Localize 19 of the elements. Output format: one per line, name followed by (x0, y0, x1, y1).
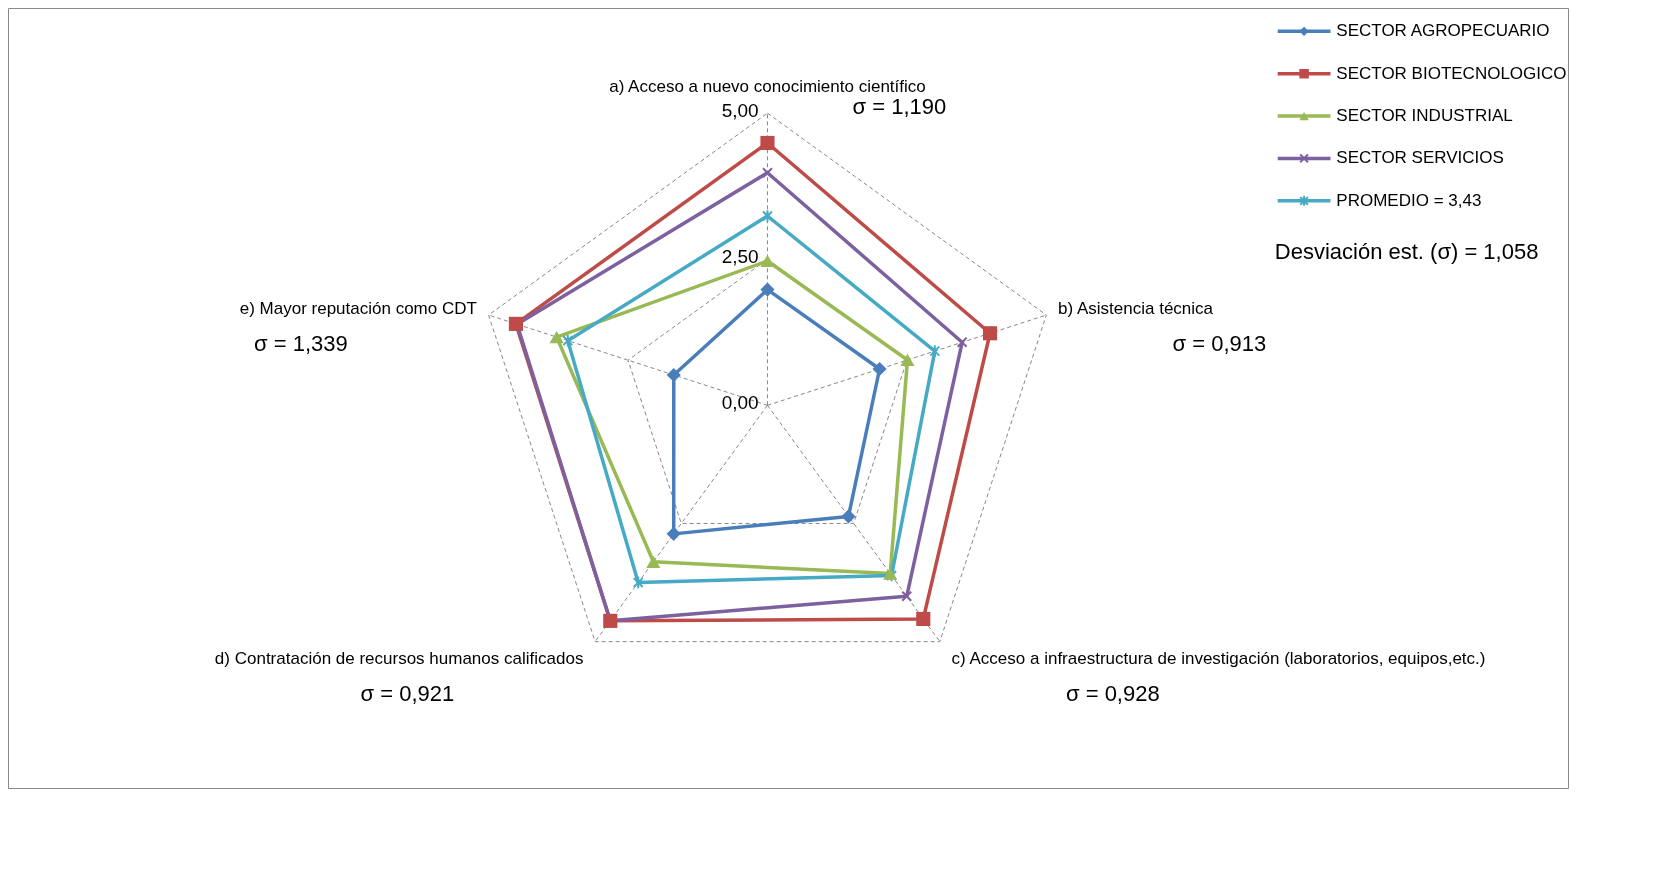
spoke-label: a) Acceso a nuevo conocimiento científico (609, 76, 926, 96)
legend-label: SECTOR AGROPECUARIO (1336, 21, 1550, 41)
legend-label: SECTOR INDUSTRIAL (1336, 106, 1513, 126)
spoke-label: c) Acceso a infraestructura de investigación (laboratorios, equipos,etc.) (951, 649, 1486, 669)
text: Desviación est. (σ) = 1,058 (1274, 238, 1539, 264)
spoke-label: d) Contratación de recursos humanos calificados (214, 649, 584, 669)
y-tick-label: 5,00 (721, 100, 759, 122)
legend-label: SECTOR BIOTECNOLOGICO (1336, 63, 1567, 83)
legend-label: SECTOR SERVICIOS (1336, 148, 1504, 168)
spoke-label: b) Asistencia técnica (1058, 299, 1214, 319)
y-tick-label: 2,50 (721, 246, 759, 268)
y-tick-label: 0,00 (721, 392, 759, 414)
text: σ = 1,190 (852, 94, 947, 120)
text: σ = 0,921 (360, 681, 455, 707)
text: σ = 0,928 (1065, 681, 1160, 707)
text: σ = 0,913 (1172, 331, 1267, 357)
spoke-label: e) Mayor reputación como CDT (239, 299, 477, 319)
legend-label: PROMEDIO = 3,43 (1336, 190, 1482, 210)
text: σ = 1,339 (254, 331, 348, 357)
